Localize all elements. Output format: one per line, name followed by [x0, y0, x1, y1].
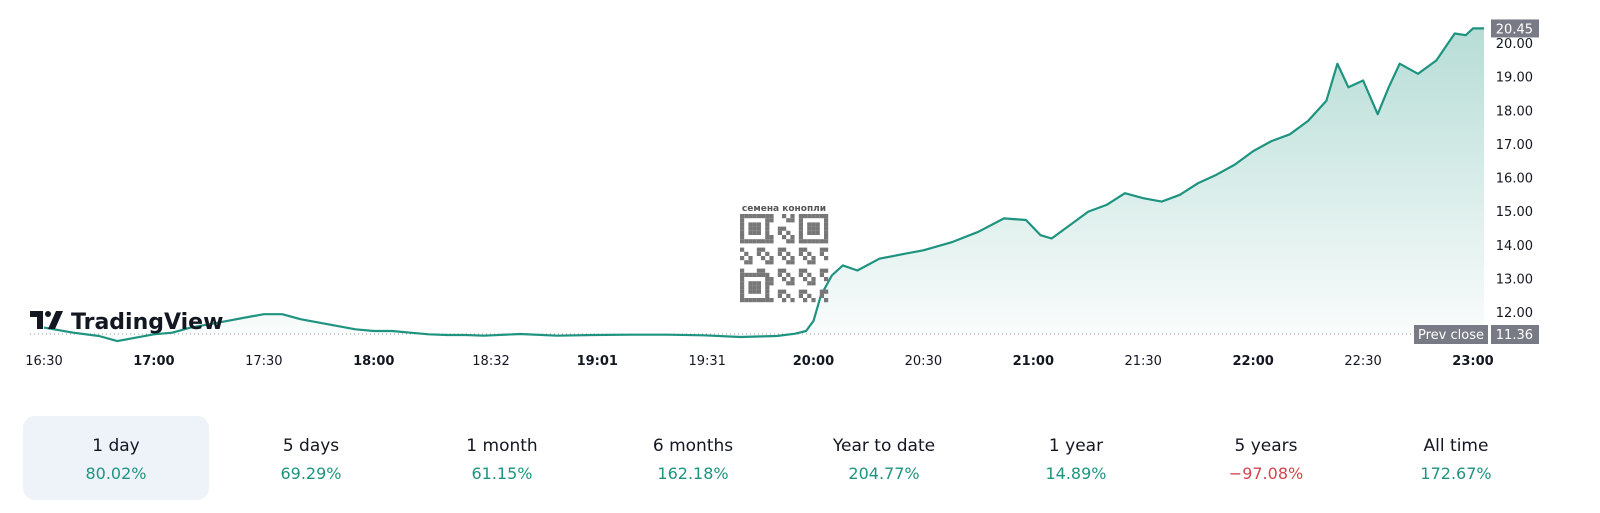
prev-close-value-badge: [1491, 325, 1539, 344]
period-change: 14.89%: [1045, 464, 1107, 483]
period-change: 61.15%: [471, 464, 533, 483]
period-change: 69.29%: [280, 464, 342, 483]
series-area-fill: [44, 28, 1484, 342]
x-tick-label: 21:00: [1013, 354, 1054, 369]
x-tick-label: 19:01: [577, 354, 618, 369]
tradingview-wordmark: TradingView: [71, 310, 223, 335]
period-label: All time: [1423, 436, 1489, 456]
x-tick-label: 18:00: [353, 354, 394, 369]
x-tick-label: 16:30: [25, 354, 62, 369]
period-tab[interactable]: 6 months 162.18%: [600, 416, 786, 500]
y-tick-label: 12.00: [1496, 306, 1533, 321]
x-tick-label: 17:30: [245, 354, 282, 369]
period-tab[interactable]: Year to date 204.77%: [791, 416, 977, 500]
y-tick-label: 18.00: [1496, 104, 1533, 119]
period-change: −97.08%: [1228, 464, 1304, 483]
period-change: 162.18%: [657, 464, 729, 483]
y-tick-label: 15.00: [1496, 205, 1533, 220]
y-tick-label: 20.00: [1496, 37, 1533, 52]
period-tab[interactable]: 1 year 14.89%: [983, 416, 1169, 500]
period-selector: 1 day 80.02% 5 days 69.29% 1 month 61.15% 6…: [23, 416, 1570, 500]
period-tab[interactable]: 1 month 61.15%: [409, 416, 595, 500]
period-tab[interactable]: 5 days 69.29%: [218, 416, 404, 500]
x-tick-label: 21:30: [1124, 354, 1161, 369]
period-change: 204.77%: [848, 464, 920, 483]
y-tick-label: 14.00: [1496, 239, 1533, 254]
period-change: 172.67%: [1420, 464, 1492, 483]
period-label: 5 years: [1234, 436, 1298, 456]
period-tab[interactable]: 1 day 80.02%: [23, 416, 209, 500]
period-label: Year to date: [832, 436, 936, 456]
period-label: 1 year: [1048, 436, 1104, 456]
x-tick-label: 22:30: [1344, 354, 1381, 369]
price-chart[interactable]: 20.00 19.00 18.00 17.00 16.00 15.00 14.00 13.00…: [0, 0, 1600, 390]
y-tick-label: 17.00: [1496, 138, 1533, 153]
y-tick-label: 13.00: [1496, 272, 1533, 287]
period-tab[interactable]: 5 years −97.08%: [1173, 416, 1359, 500]
prev-close-value: 11.36: [1496, 328, 1533, 343]
prev-close-badge: [1414, 325, 1488, 344]
period-label: 6 months: [652, 436, 734, 456]
x-tick-label: 22:00: [1232, 354, 1273, 369]
x-tick-label: 17:00: [133, 354, 174, 369]
last-price-label: 20.45: [1496, 22, 1533, 37]
x-tick-label: 18:32: [472, 354, 509, 369]
period-tab[interactable]: All time 172.67%: [1363, 416, 1549, 500]
period-label: 1 month: [466, 436, 538, 456]
y-tick-label: 19.00: [1496, 71, 1533, 86]
x-tick-label: 23:00: [1452, 354, 1493, 369]
x-tick-label: 20:30: [905, 354, 942, 369]
qr-caption: семена конопли: [742, 204, 826, 214]
period-change: 80.02%: [85, 464, 147, 483]
series-line: [43, 27, 1484, 343]
x-tick-label: 19:31: [688, 354, 725, 369]
period-label: 5 days: [282, 436, 340, 456]
last-price-badge: [1491, 19, 1539, 38]
prev-close-label: Prev close: [1418, 328, 1484, 343]
x-tick-label: 20:00: [793, 354, 834, 369]
y-tick-label: 16.00: [1496, 172, 1533, 187]
qr-code-icon: [740, 214, 829, 303]
tradingview-logo-icon: [30, 311, 63, 329]
period-label: 1 day: [92, 436, 140, 456]
